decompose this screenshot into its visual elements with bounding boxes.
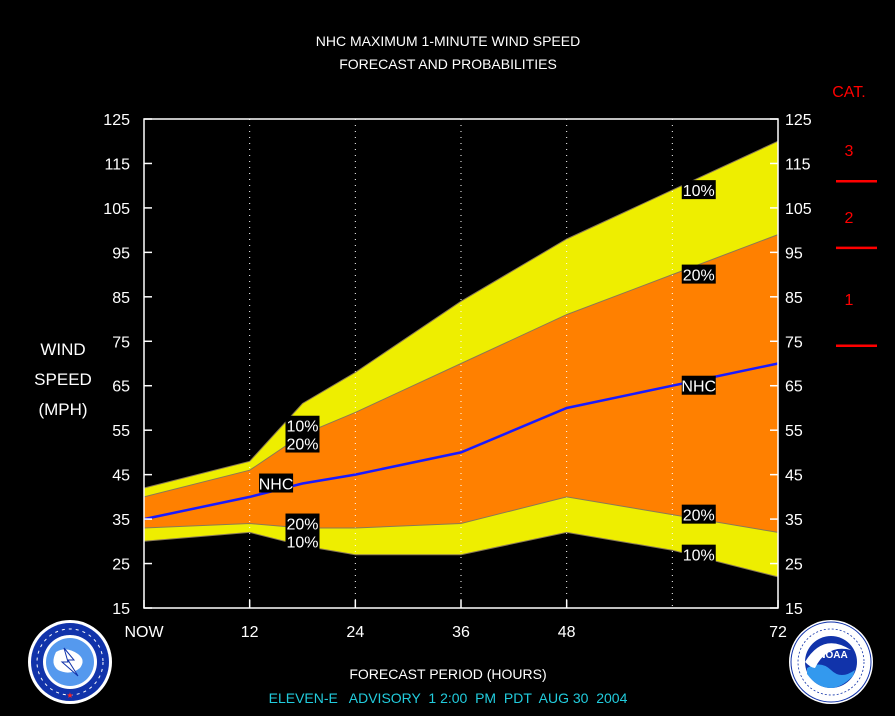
- y-tick-label-left: 15: [112, 601, 130, 618]
- y-tick-label-left: 55: [112, 423, 130, 440]
- series-label: 10%: [285, 415, 320, 436]
- category-label: 2: [845, 210, 854, 227]
- x-tick-label: 72: [769, 624, 787, 641]
- national-weather-service-logo: ★: [28, 620, 112, 704]
- series-label-bg: [285, 513, 320, 533]
- series-label: 10%: [681, 180, 716, 200]
- y-tick-label-right: 35: [785, 512, 803, 529]
- y-tick-label-right: 95: [785, 245, 803, 262]
- series-label: 20%: [285, 513, 320, 534]
- y-tick-label-left: 115: [104, 156, 130, 173]
- series-label-text: NHC: [259, 477, 294, 494]
- y-tick-label-right: 25: [785, 557, 803, 574]
- series-label: 20%: [285, 433, 320, 454]
- chart-title-line2: FORECAST AND PROBABILITIES: [339, 56, 557, 72]
- y-tick-label-left: 75: [112, 334, 130, 351]
- series-lines: [143, 140, 779, 578]
- series-label-text: 20%: [286, 437, 318, 454]
- y-tick-label-right: 75: [785, 334, 803, 351]
- y-tick-label-right: 85: [785, 290, 803, 307]
- y-axis-title: WIND SPEED (MPH): [34, 340, 92, 419]
- y-tick-label-right: 65: [785, 379, 803, 396]
- category-label: 1: [845, 292, 854, 309]
- series-line: [143, 234, 779, 498]
- series-label-bg: [285, 433, 320, 453]
- x-tick-label: 48: [558, 624, 576, 641]
- series-label-bg: [681, 180, 716, 200]
- chart-title-line1: NHC MAXIMUM 1-MINUTE WIND SPEED: [316, 33, 580, 49]
- series-label-bg: [681, 504, 716, 524]
- series-label-text: NHC: [681, 379, 716, 396]
- series-label: NHC: [259, 473, 294, 494]
- category-label: 3: [845, 143, 854, 160]
- series-label-bg: [681, 375, 716, 395]
- x-tick-label: 24: [346, 624, 364, 641]
- series-line: [143, 531, 779, 578]
- y-tick-label-left: 65: [112, 379, 130, 396]
- y-tick-label-left: 25: [112, 557, 130, 574]
- ylabel-line-1: WIND: [40, 340, 85, 359]
- series-line-nhc: [143, 362, 779, 521]
- ylabel-line-2: SPEED: [34, 370, 92, 389]
- x-tick-label: 12: [241, 624, 259, 641]
- x-tick-label: 36: [452, 624, 470, 641]
- y-tick-label-left: 125: [103, 112, 130, 129]
- series-label-bg: [681, 544, 716, 564]
- ylabel-line-3: (MPH): [38, 400, 87, 419]
- series-label-text: 20%: [683, 268, 715, 285]
- y-tick-label-right: 55: [785, 423, 803, 440]
- series-label-text: 10%: [286, 534, 318, 551]
- noaa-logo: NOAA: [789, 620, 873, 704]
- y-tick-label-left: 45: [112, 468, 130, 485]
- series-line: [143, 140, 779, 489]
- series-label-bg: [285, 531, 320, 551]
- y-tick-label-left: 85: [112, 290, 130, 307]
- svg-text:NOAA: NOAA: [818, 650, 847, 661]
- category-header: CAT.: [832, 84, 865, 101]
- saffir-simpson-categories: 3 2 1: [836, 143, 877, 347]
- series-label-bg: [681, 264, 716, 284]
- y-tick-label-right: 115: [785, 156, 811, 173]
- x-axis-title: FORECAST PERIOD (HOURS): [349, 666, 546, 682]
- y-tick-label-left: 35: [112, 512, 130, 529]
- y-tick-label-left: 105: [103, 201, 130, 218]
- y-tick-label-left: 95: [112, 245, 130, 262]
- series-label-text: 20%: [286, 517, 318, 534]
- x-axis-ticks: NOW 12 24 36 48 72: [124, 600, 787, 641]
- advisory-text: ELEVEN-E ADVISORY 1 2:00 PM PDT AUG 30 2…: [269, 690, 628, 706]
- series-label-text: 20%: [683, 508, 715, 525]
- series-label: 10%: [681, 544, 716, 565]
- series-label-text: 10%: [683, 548, 715, 565]
- series-label: 20%: [681, 504, 716, 525]
- series-line: [143, 496, 779, 533]
- series-label: 20%: [681, 264, 716, 285]
- series-label: NHC: [681, 375, 716, 396]
- y-tick-label-right: 45: [785, 468, 803, 485]
- svg-text:★: ★: [66, 691, 73, 700]
- series-label-bg: [285, 415, 320, 435]
- series-label: 10%: [285, 531, 320, 551]
- y-tick-label-right: 105: [785, 201, 812, 218]
- series-label-text: 10%: [286, 419, 318, 436]
- series-label-text: 10%: [683, 183, 715, 200]
- y-tick-label-right: 125: [785, 112, 812, 129]
- y-tick-label-right: 15: [785, 601, 803, 618]
- y-axis-ticks: 15 15 25 25 35 35 45 45 55 55 65 65 75 75 85 85 95 95 105 1…: [103, 112, 812, 618]
- x-tick-label: NOW: [124, 624, 164, 641]
- series-label-bg: [259, 473, 294, 493]
